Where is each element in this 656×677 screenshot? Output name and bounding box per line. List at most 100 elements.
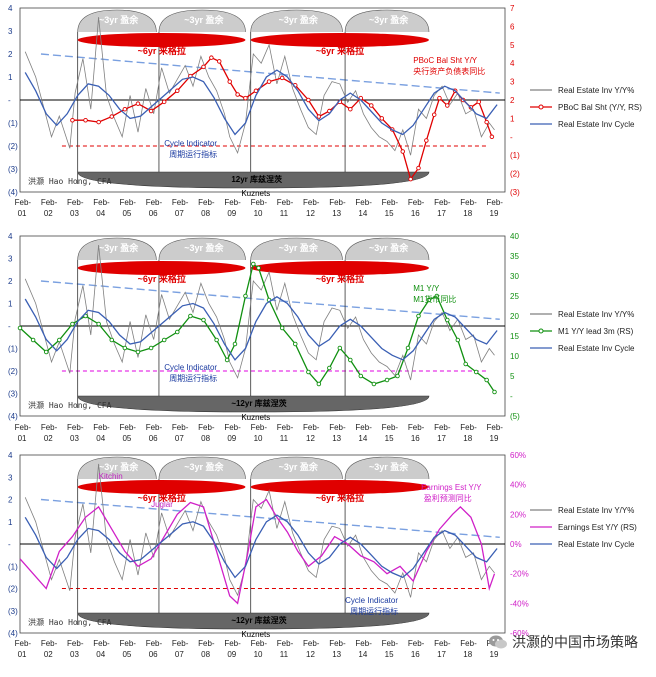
three-yr-label: ~3yr 盈余 — [99, 242, 139, 253]
y-left-tick-label: - — [8, 322, 11, 331]
x-tick-label: Feb- — [67, 423, 84, 432]
y-left-tick-label: 1 — [8, 300, 13, 309]
series-marker-m1 — [426, 297, 432, 303]
series-marker-m1 — [306, 369, 311, 375]
kuznets-label: ~12yr 库兹涅茨 — [231, 398, 286, 408]
y-right-tick-label: 5 — [510, 372, 515, 381]
x-tick-label: Feb- — [41, 639, 58, 648]
kitchin-label: Kitchin — [99, 472, 123, 481]
trend-line — [40, 53, 500, 94]
y-right-tick-label: 30 — [510, 272, 519, 281]
series-marker-m1 — [293, 341, 298, 347]
series-marker-m1 — [337, 345, 343, 351]
x-tick-label: Feb- — [224, 198, 241, 207]
x-tick-label: Feb- — [251, 423, 268, 432]
x-tick-label: Feb- — [355, 639, 372, 648]
series-marker-pboc — [70, 117, 75, 123]
three-yr-bracket — [77, 456, 157, 480]
x-tick-label-year: 17 — [437, 434, 446, 443]
series-marker-pboc — [476, 99, 482, 105]
series-line-cycle — [24, 296, 498, 361]
six-yr-band — [250, 33, 429, 47]
y-left-tick-label: 1 — [8, 518, 13, 527]
three-yr-bracket — [158, 456, 246, 480]
x-tick-label-year: 14 — [358, 434, 367, 443]
x-tick-label: Feb- — [434, 639, 451, 648]
series-marker-pboc — [83, 117, 88, 123]
x-tick-label-year: 15 — [385, 209, 394, 218]
x-tick-label-year: 14 — [358, 650, 367, 659]
series-marker-pboc — [148, 108, 154, 114]
y-left-tick-label: - — [8, 540, 11, 549]
x-tick-label-year: 10 — [254, 209, 263, 218]
x-tick-label-year: 11 — [280, 209, 289, 218]
six-yr-label: ~6yr 来格拉 — [138, 45, 186, 56]
series-marker-pboc — [227, 79, 232, 84]
three-yr-bracket — [250, 9, 343, 33]
three-yr-bracket — [344, 237, 430, 261]
x-tick-label: Feb- — [434, 423, 451, 432]
x-tick-label-year: 03 — [70, 434, 79, 443]
legend-label: Earnings Est Y/Y (RS) — [558, 523, 637, 532]
three-yr-bracket — [344, 9, 430, 33]
y-right-tick-label: (5) — [510, 412, 520, 421]
six-yr-band — [77, 261, 246, 275]
x-tick-label: Feb- — [460, 423, 477, 432]
legend-label: Real Estate Inv Cycle — [558, 540, 635, 549]
series-marker-m1 — [473, 369, 479, 375]
y-left-tick-label: (3) — [8, 607, 18, 616]
y-left-tick-label: 2 — [8, 277, 13, 286]
y-left-tick-label: (3) — [8, 390, 18, 399]
x-tick-label: Feb- — [487, 423, 504, 432]
cycle-annotation-cn: 周期运行指标 — [350, 606, 398, 616]
y-right-tick-label: -60% — [510, 629, 529, 638]
x-tick-label-year: 19 — [490, 650, 499, 659]
series-marker-m1 — [445, 317, 450, 323]
series-marker-m1 — [279, 325, 285, 331]
series-marker-pboc — [445, 103, 450, 108]
series-line-earn — [19, 498, 496, 605]
series-marker-m1 — [161, 337, 167, 343]
six-yr-band — [250, 480, 429, 494]
x-tick-label: Feb- — [93, 198, 110, 207]
series-marker-m1 — [57, 337, 62, 343]
x-tick-label: Feb- — [93, 639, 110, 648]
y-left-tick-label: (2) — [8, 142, 18, 151]
y-right-tick-label: - — [510, 392, 513, 401]
series-marker-pboc — [348, 106, 353, 112]
y-right-tick-label: 4 — [510, 59, 515, 68]
series-marker-m1 — [43, 349, 49, 355]
y-right-tick-label: 40 — [510, 232, 519, 241]
series-annotation-cn: 盈利预测同比 — [424, 493, 472, 503]
series-annotation-en: M1 Y/Y — [413, 284, 440, 293]
series-marker-m1 — [232, 341, 238, 347]
y-left-tick-label: (4) — [8, 412, 18, 421]
y-left-tick-label: 3 — [8, 27, 13, 36]
series-marker-pboc — [266, 79, 272, 84]
series-marker-m1 — [148, 345, 154, 351]
series-marker-m1 — [243, 293, 248, 299]
x-tick-label: Feb- — [15, 423, 32, 432]
y-right-tick-label: 20 — [510, 312, 519, 321]
x-tick-label-year: 07 — [175, 650, 184, 659]
y-right-tick-label: 20% — [510, 510, 526, 519]
x-tick-label-year: 12 — [306, 650, 315, 659]
x-tick-label-year: 16 — [411, 209, 420, 218]
x-tick-label-year: 03 — [70, 650, 79, 659]
series-marker-pboc — [316, 114, 322, 119]
legend-marker — [538, 104, 544, 110]
y-left-tick-label: 2 — [8, 496, 13, 505]
y-right-tick-label: 15 — [510, 332, 519, 341]
x-tick-label-year: 18 — [463, 209, 472, 218]
x-tick-label-year: 11 — [280, 650, 289, 659]
x-tick-label-year: 08 — [201, 434, 210, 443]
three-yr-label: ~3yr 盈余 — [369, 14, 409, 25]
legend-label: Real Estate Inv Y/Y% — [558, 506, 634, 515]
series-marker-m1 — [348, 357, 353, 363]
x-tick-label: Feb- — [119, 639, 136, 648]
x-tick-label: Feb- — [119, 423, 136, 432]
watermark: 洪灏的中国市场策略 — [488, 632, 638, 652]
three-yr-label: ~3yr 盈余 — [184, 242, 224, 253]
y-left-tick-label: (1) — [8, 345, 18, 354]
